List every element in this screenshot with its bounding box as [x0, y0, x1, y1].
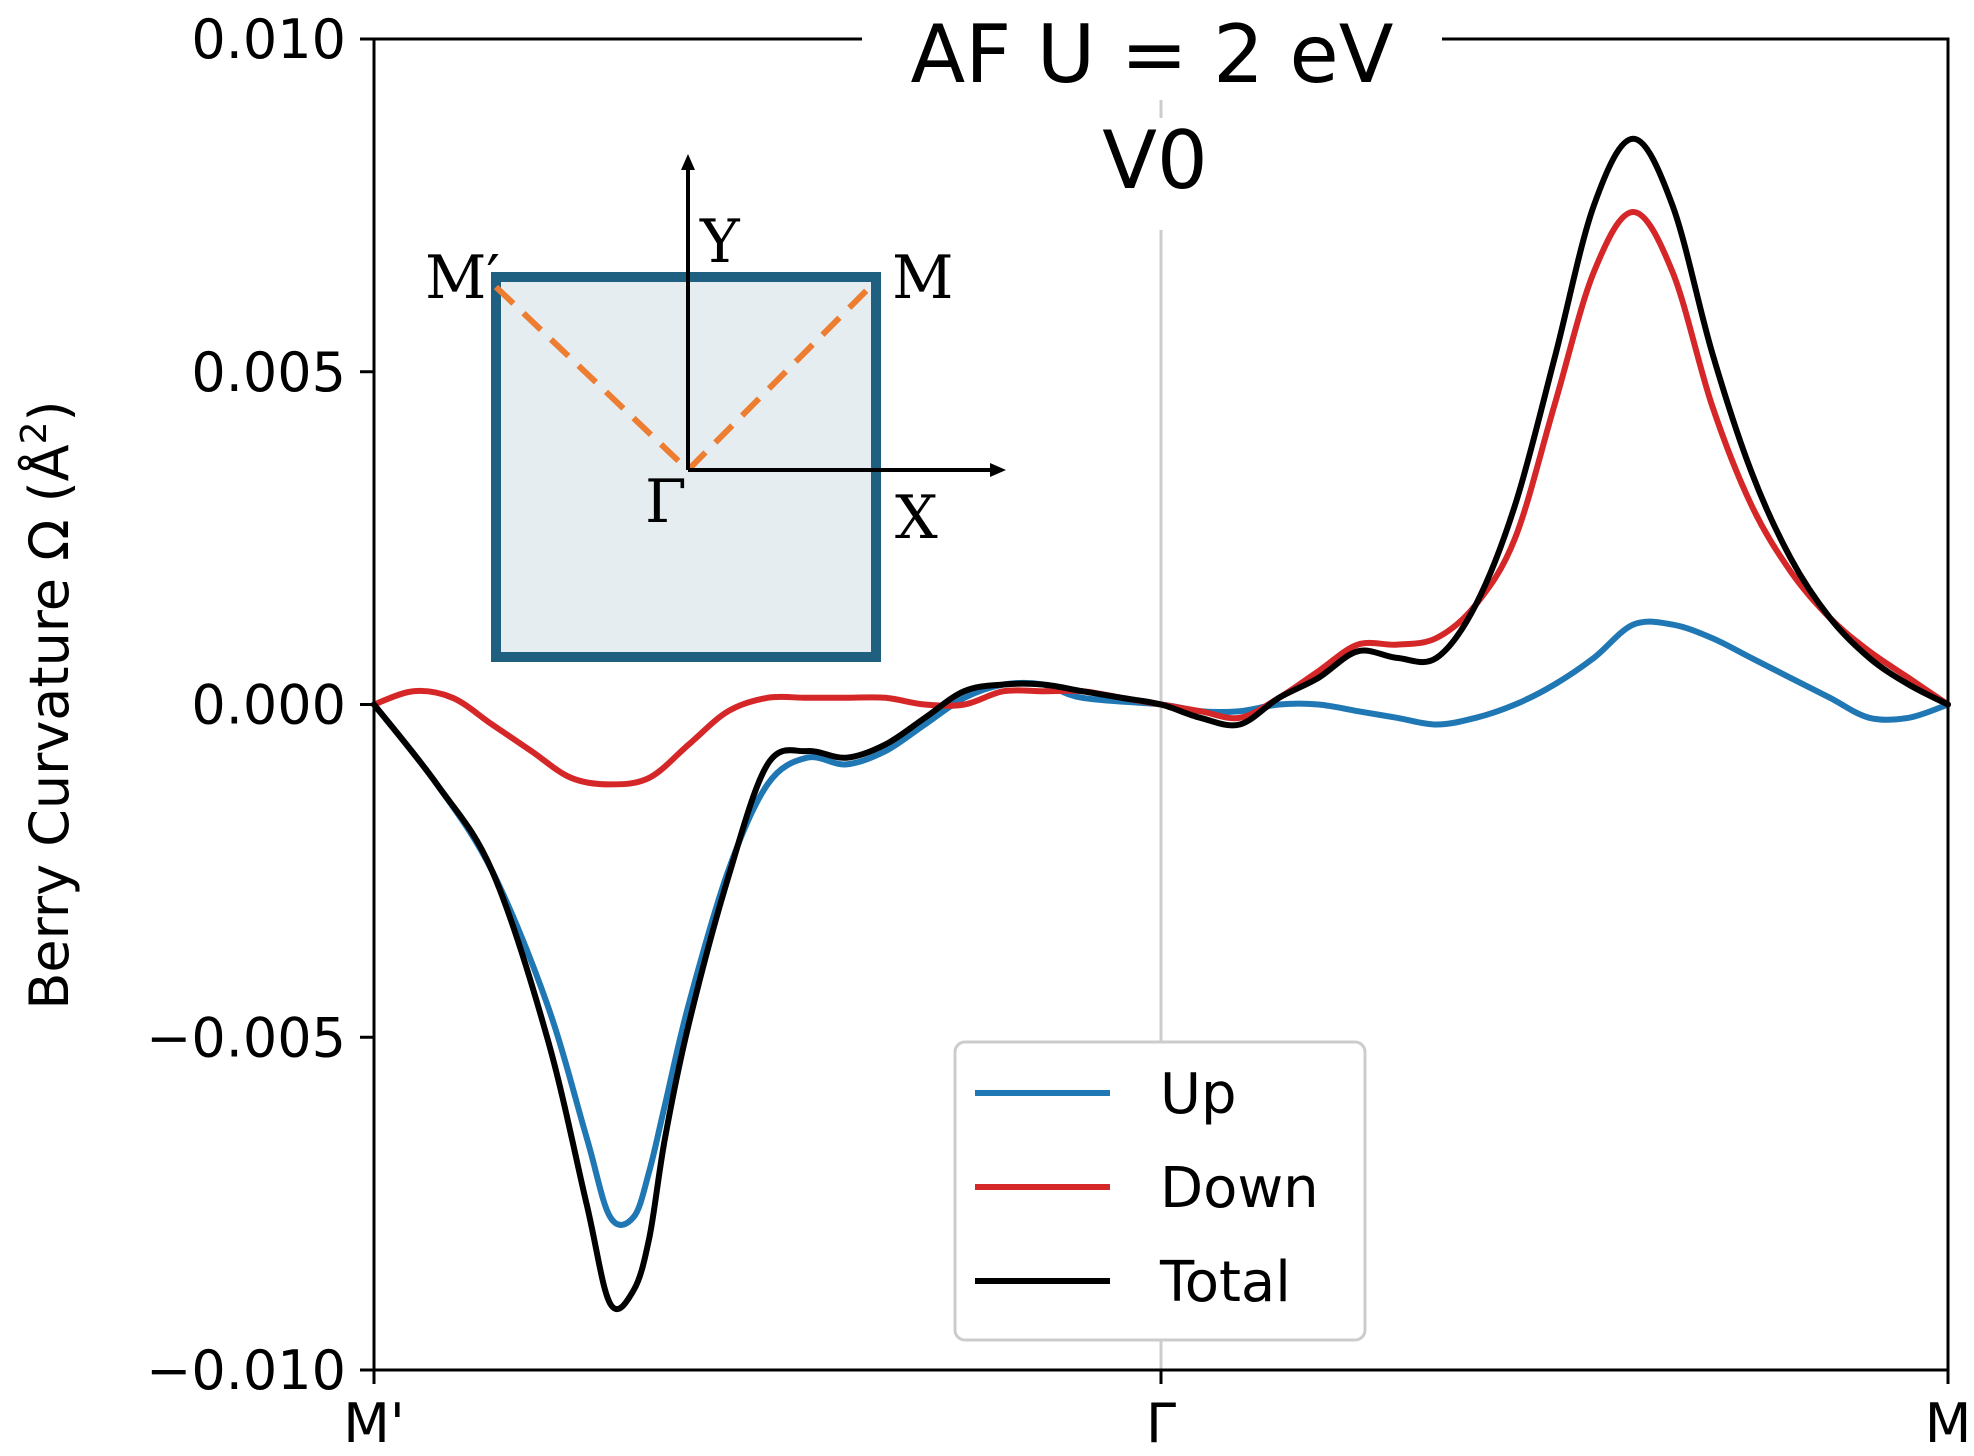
legend-label-up: Up — [1160, 1062, 1237, 1127]
inset-brillouin-zone: M′ M Y Γ X — [425, 154, 1006, 662]
inset-label-y: Y — [699, 207, 741, 277]
inset-label-x: X — [895, 483, 938, 553]
y-axis-label: Berry Curvature Ω (Å2) — [14, 400, 81, 1009]
inset-label-gamma: Γ — [645, 467, 687, 537]
series-line-up — [371, 618, 1951, 1228]
y-tick-label: 0.000 — [191, 674, 346, 737]
y-tick-label: 0.005 — [191, 341, 346, 404]
x-tick-label: M — [1925, 1392, 1972, 1455]
inset-label-m-prime: M′ — [425, 243, 500, 313]
y-tick-label: −0.010 — [146, 1339, 346, 1402]
x-tick-label: Γ — [1146, 1392, 1176, 1455]
inset-kpath-dashed — [493, 284, 873, 475]
subtitle-background — [1090, 118, 1220, 230]
legend: Up Down Total — [953, 1040, 1367, 1342]
y-ticks: 0.010 0.005 0.000 −0.005 −0.010 — [146, 8, 374, 1402]
inset-x-arrowhead-icon — [990, 463, 1006, 477]
series-group — [371, 135, 1951, 1313]
x-ticks: M' Γ M — [343, 1370, 1971, 1455]
title-background — [862, 20, 1442, 100]
legend-label-total: Total — [1159, 1250, 1291, 1315]
inset-y-arrowhead-icon — [681, 154, 695, 170]
x-tick-label: M' — [343, 1392, 404, 1455]
y-tick-label: 0.010 — [191, 8, 346, 71]
legend-box — [953, 1040, 1367, 1342]
y-tick-label: −0.005 — [146, 1006, 346, 1069]
series-line-down — [371, 209, 1951, 788]
chart-subtitle: V0 — [1102, 114, 1208, 207]
inset-label-m: M — [892, 243, 953, 313]
series-line-total — [371, 135, 1951, 1313]
chart-title: AF U = 2 eV — [911, 8, 1394, 101]
legend-label-down: Down — [1160, 1156, 1319, 1221]
